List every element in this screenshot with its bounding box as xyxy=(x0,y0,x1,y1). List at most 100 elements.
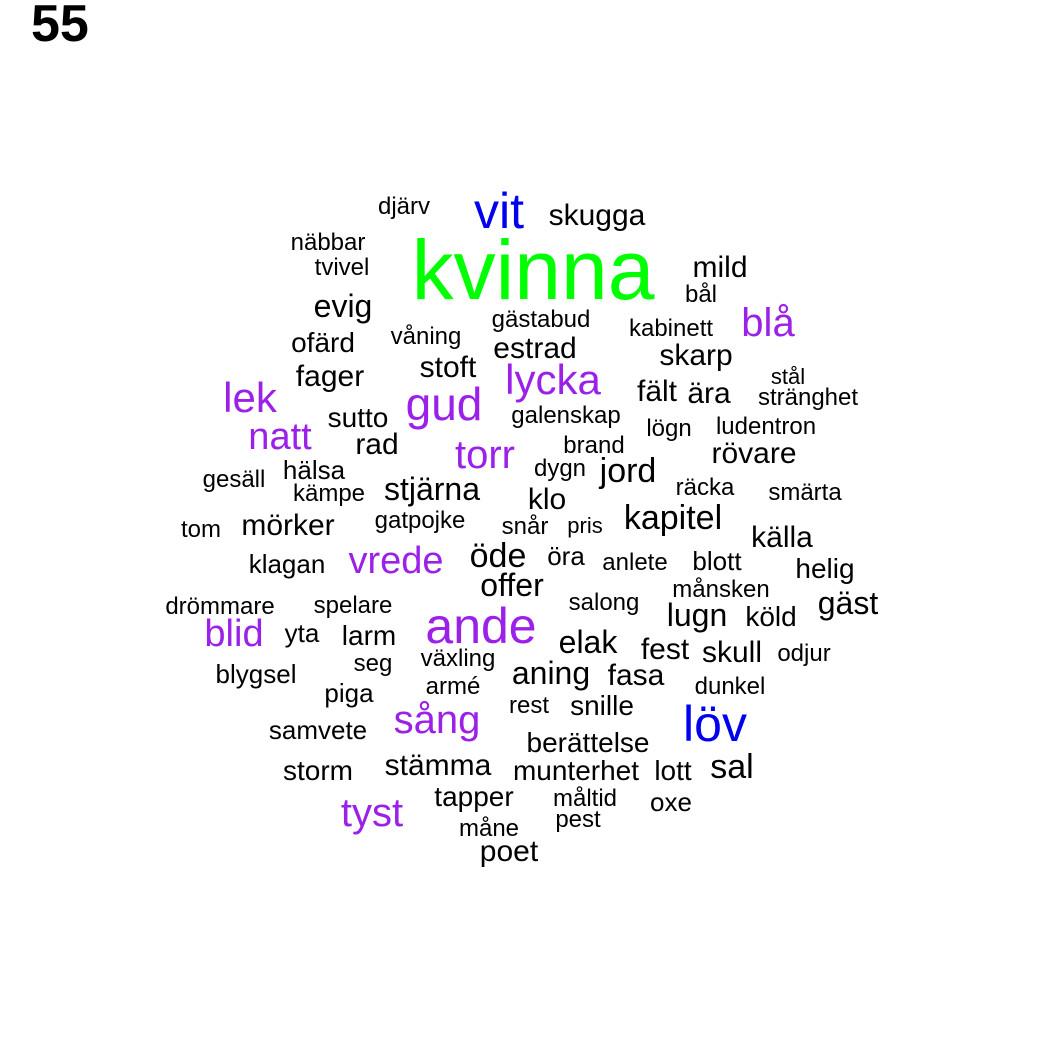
cloud-word: fält xyxy=(636,375,678,408)
cloud-word: pris xyxy=(567,513,603,538)
cloud-word: skull xyxy=(701,636,763,669)
cloud-word: drömmare xyxy=(165,593,275,620)
cloud-word: blott xyxy=(692,546,742,576)
cloud-word: fest xyxy=(640,633,690,666)
cloud-word: elak xyxy=(558,624,618,660)
cloud-word: måne xyxy=(458,815,520,842)
cloud-word: lugn xyxy=(666,597,728,633)
cloud-word: stränghet xyxy=(757,384,859,411)
cloud-word: berättelse xyxy=(526,727,650,758)
cloud-word: ludentron xyxy=(715,413,817,440)
cloud-word: räcka xyxy=(675,474,735,501)
cloud-word: oxe xyxy=(650,787,692,817)
cloud-word: fasa xyxy=(607,659,665,692)
cloud-word: vit xyxy=(474,183,524,239)
cloud-word: löv xyxy=(683,696,747,752)
cloud-word: fager xyxy=(295,360,365,393)
cloud-word: jord xyxy=(599,452,657,490)
cloud-word: klagan xyxy=(248,549,326,579)
cloud-word: lek xyxy=(223,374,277,421)
cloud-word: odjur xyxy=(777,640,831,667)
cloud-word: vrede xyxy=(348,540,444,582)
cloud-word: poet xyxy=(479,835,539,868)
cloud-word: kapitel xyxy=(623,499,723,537)
cloud-word: samvete xyxy=(268,715,368,745)
cloud-word: våning xyxy=(390,323,462,350)
cloud-word: armé xyxy=(425,673,481,700)
cloud-word: gesäll xyxy=(202,466,266,493)
cloud-word: sutto xyxy=(327,402,389,433)
cloud-word: källa xyxy=(751,521,813,554)
cloud-word: smärta xyxy=(768,479,842,506)
cloud-word: helig xyxy=(795,553,855,584)
cloud-word: salong xyxy=(568,589,640,616)
cloud-word: måltid xyxy=(552,785,618,812)
cloud-word: galenskap xyxy=(511,402,621,429)
cloud-word: yta xyxy=(284,618,320,648)
cloud-word: stål xyxy=(770,364,806,389)
cloud-word: växling xyxy=(420,645,496,672)
cloud-word: kämpe xyxy=(292,480,366,507)
cloud-word: brand xyxy=(563,432,625,459)
cloud-word: kvinna xyxy=(411,223,655,317)
cloud-word: stämma xyxy=(384,749,492,782)
cloud-word: snår xyxy=(501,513,549,540)
cloud-word: offer xyxy=(480,567,544,603)
cloud-word: blå xyxy=(741,301,795,345)
cloud-word: piga xyxy=(324,678,374,708)
cloud-word: anlete xyxy=(602,549,668,576)
cloud-word: ofärd xyxy=(291,327,355,358)
cloud-word: estrad xyxy=(493,332,577,365)
cloud-word: lögn xyxy=(646,415,692,442)
cloud-word: näbbar xyxy=(290,229,366,256)
cloud-word: köld xyxy=(745,601,797,632)
cloud-word: lott xyxy=(654,755,692,786)
cloud-word: storm xyxy=(283,755,353,786)
cloud-word: dygn xyxy=(533,455,587,482)
cloud-word: rad xyxy=(355,428,399,461)
cloud-word: gud xyxy=(405,378,483,430)
cloud-word: gäst xyxy=(817,585,879,621)
cloud-word: bål xyxy=(684,281,718,308)
cloud-word: sång xyxy=(393,698,481,742)
cloud-word: spelare xyxy=(313,592,393,619)
cloud-word: aning xyxy=(511,655,591,691)
cloud-word: kabinett xyxy=(628,315,714,342)
cloud-word: seg xyxy=(353,650,393,677)
cloud-word: djärv xyxy=(377,193,431,220)
cloud-word: tapper xyxy=(434,781,514,812)
cloud-word: skarp xyxy=(659,339,733,372)
cloud-word: snille xyxy=(570,690,634,721)
cloud-word: blid xyxy=(204,613,264,655)
cloud-word: skugga xyxy=(548,199,646,232)
cloud-word: sal xyxy=(710,748,754,786)
cloud-word: natt xyxy=(248,416,312,458)
cloud-word: dunkel xyxy=(694,673,766,700)
cloud-word: tvivel xyxy=(314,254,370,281)
cloud-word: stjärna xyxy=(383,471,481,507)
cloud-word: öde xyxy=(469,537,527,575)
panel-number: 55 xyxy=(31,0,89,53)
cloud-word: blygsel xyxy=(215,659,297,689)
cloud-word: stoft xyxy=(419,351,477,384)
cloud-word: gästabud xyxy=(491,306,591,333)
cloud-word: månsken xyxy=(672,576,770,603)
cloud-word: torr xyxy=(455,433,515,477)
cloud-word: klo xyxy=(527,483,567,516)
cloud-word: mörker xyxy=(241,509,335,542)
cloud-word: ande xyxy=(425,598,537,654)
cloud-word: rövare xyxy=(711,437,797,470)
cloud-word: tom xyxy=(180,516,222,543)
cloud-word: munterhet xyxy=(512,755,640,786)
cloud-word: mild xyxy=(692,251,748,284)
cloud-word: evig xyxy=(313,288,373,324)
cloud-word: larm xyxy=(341,620,397,651)
cloud-word: gatpojke xyxy=(374,507,466,534)
cloud-word: tyst xyxy=(340,791,404,835)
cloud-word: lycka xyxy=(505,356,601,403)
cloud-word: hälsa xyxy=(282,455,346,485)
cloud-word: rest xyxy=(508,692,550,719)
cloud-word: öra xyxy=(547,541,585,571)
cloud-word: pest xyxy=(555,806,601,833)
